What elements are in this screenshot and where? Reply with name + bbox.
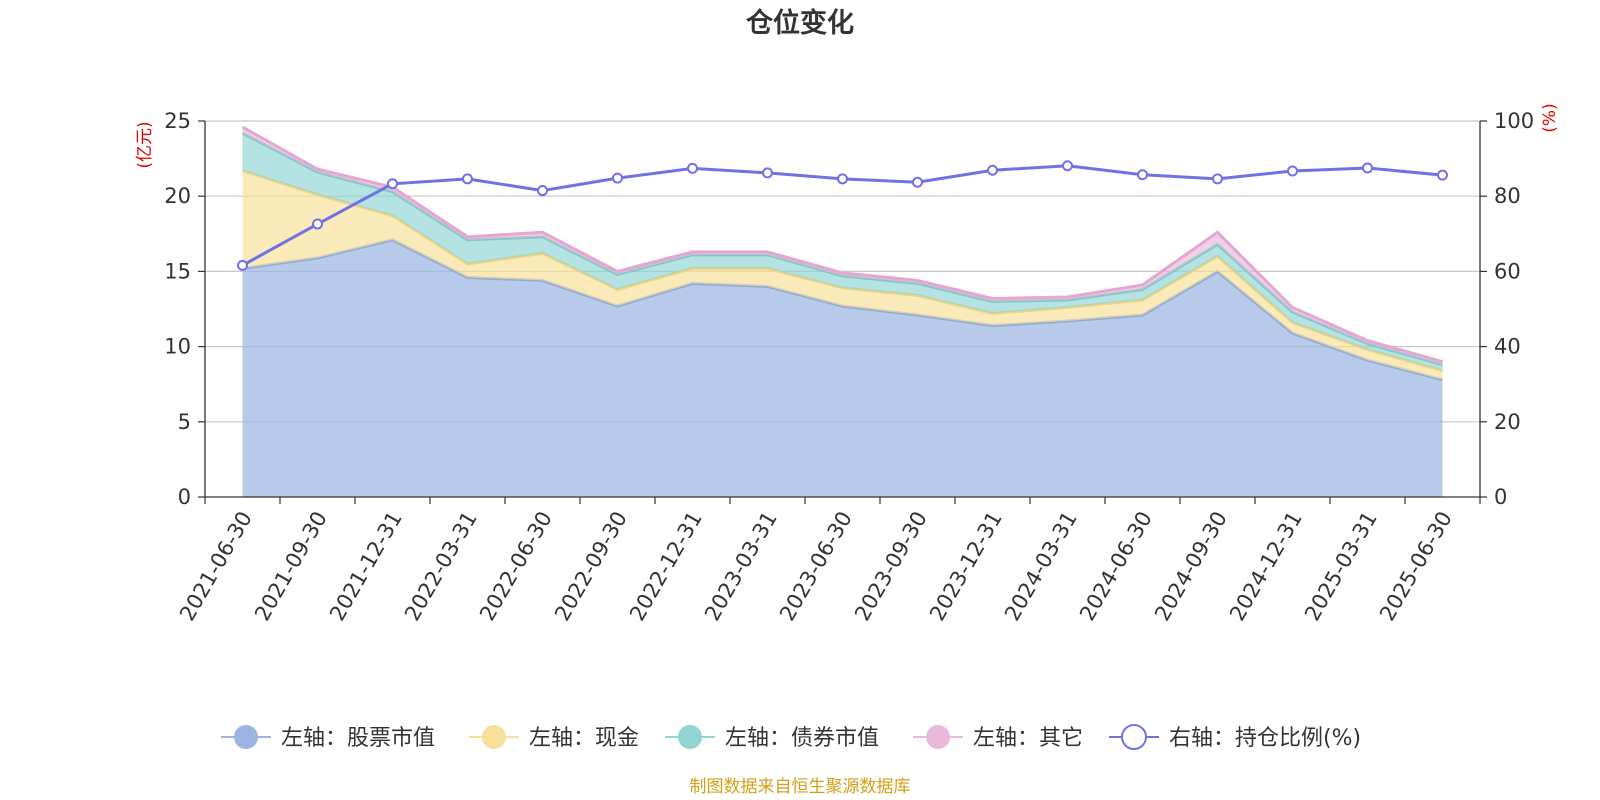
- ratio-point: [1287, 165, 1298, 177]
- legend-label: 左轴：债券市值: [725, 726, 879, 751]
- x-axis-tick-label: 2025-03-31: [1300, 507, 1382, 625]
- ratio-point: [912, 176, 923, 188]
- right-axis-tick-label: 60: [1494, 259, 1521, 283]
- area-3: [242, 133, 1443, 371]
- legend-swatch-marker: [234, 725, 258, 749]
- left-axis-tick-label: 5: [178, 410, 191, 434]
- right-axis-unit: (%): [1540, 103, 1560, 132]
- ratio-point: [312, 218, 323, 230]
- ratio-point: [237, 259, 248, 271]
- x-axis-tick-label: 2023-12-31: [925, 507, 1007, 625]
- legend-label: 左轴：现金: [529, 726, 639, 751]
- left-axis-tick-label: 10: [164, 335, 191, 359]
- left-axis-unit: (亿元): [135, 121, 155, 168]
- ratio-point: [1362, 162, 1373, 174]
- area-2: [242, 170, 1443, 380]
- legend-label: 左轴：其它: [973, 726, 1083, 751]
- x-axis-tick-label: 2024-03-31: [1000, 507, 1082, 625]
- area-4: [242, 127, 1443, 365]
- legend-item-4[interactable]: 左轴：其它: [913, 725, 1083, 751]
- ratio-point: [1137, 169, 1148, 181]
- x-axis-tick-label: 2021-09-30: [250, 507, 332, 625]
- left-axis-tick-label: 0: [178, 485, 191, 509]
- right-axis-tick-label: 0: [1494, 485, 1507, 509]
- ratio-line: [237, 160, 1448, 271]
- legend-swatch-marker: [1121, 724, 1147, 750]
- ratio-point: [537, 185, 548, 197]
- ratio-point: [987, 164, 998, 176]
- legend-swatch-marker: [678, 725, 702, 749]
- x-axis-tick-label: 2025-06-30: [1375, 507, 1457, 625]
- ratio-point: [1062, 160, 1073, 172]
- ratio-point: [687, 162, 698, 174]
- legend-item-2[interactable]: 左轴：现金: [469, 725, 639, 751]
- x-axis-tick-label: 2021-12-31: [325, 507, 407, 625]
- stacked-areas: [241, 125, 1443, 497]
- legend-item-1[interactable]: 左轴：股票市值: [221, 725, 435, 751]
- right-axis-tick-label: 80: [1494, 184, 1521, 208]
- legend-label: 右轴：持仓比例(%): [1169, 726, 1361, 751]
- area-edge-4: [241, 125, 1443, 364]
- x-axis-tick-label: 2023-03-31: [700, 507, 782, 625]
- legend-label: 左轴：股票市值: [281, 726, 435, 751]
- ratio-point: [387, 178, 398, 190]
- ratio-point: [837, 173, 848, 185]
- x-axis-tick-label: 2024-09-30: [1150, 507, 1232, 625]
- x-axis-tick-label: 2024-12-31: [1225, 507, 1307, 625]
- ratio-point: [762, 167, 773, 179]
- x-axis-tick-label: 2022-03-31: [400, 507, 482, 625]
- x-axis-tick-label: 2022-09-30: [550, 507, 632, 625]
- ratio-point: [612, 172, 623, 184]
- ratio-point: [1212, 173, 1223, 185]
- ratio-point: [1437, 169, 1448, 181]
- legend-item-3[interactable]: 左轴：债券市值: [665, 725, 879, 751]
- x-axis-tick-label: 2022-12-31: [625, 507, 707, 625]
- left-axis-tick-label: 25: [164, 109, 191, 133]
- x-axis-tick-label: 2023-09-30: [850, 507, 932, 625]
- legend-swatch-marker: [482, 725, 506, 749]
- x-axis-tick-label: 2023-06-30: [775, 507, 857, 625]
- x-axis-tick-label: 2021-06-30: [175, 507, 257, 625]
- legend: 左轴：股票市值 左轴：现金 左轴：债券市值 左轴：其它 右轴：持仓比例(%): [221, 724, 1361, 751]
- right-axis-tick-label: 40: [1494, 335, 1521, 359]
- legend-item-5[interactable]: 右轴：持仓比例(%): [1109, 724, 1361, 751]
- x-axis-tick-label: 2024-06-30: [1075, 507, 1157, 625]
- chart-title: 仓位变化: [745, 7, 854, 39]
- ratio-point: [462, 173, 473, 185]
- left-axis-tick-label: 20: [164, 184, 191, 208]
- legend-swatch-marker: [926, 725, 950, 749]
- data-source-note: 制图数据来自恒生聚源数据库: [690, 777, 911, 797]
- right-axis-tick-label: 100: [1494, 109, 1534, 133]
- area-1: [242, 239, 1443, 497]
- right-axis-tick-label: 20: [1494, 410, 1521, 434]
- x-axis-tick-label: 2022-06-30: [475, 507, 557, 625]
- left-axis-tick-label: 15: [164, 259, 191, 283]
